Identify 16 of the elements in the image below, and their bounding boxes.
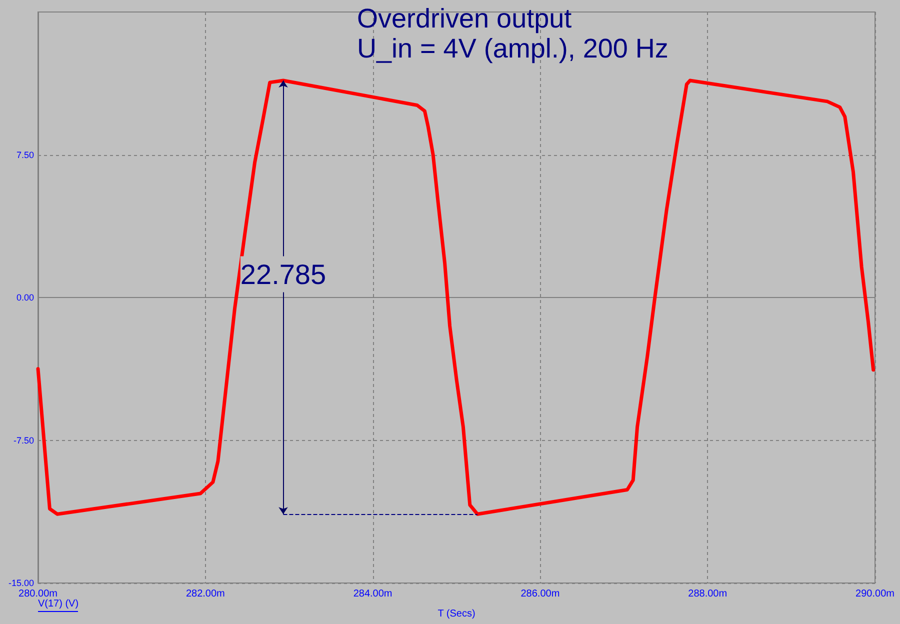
text: U_in = 4V (ampl.), 200 Hz xyxy=(357,34,668,64)
y-tick-label: -15.00 xyxy=(8,578,34,588)
x-tick-label: 280.00m xyxy=(18,588,58,600)
y-tick-label: 0.00 xyxy=(16,292,34,302)
y-tick-label: -7.50 xyxy=(13,435,34,446)
annotation: 22.785 xyxy=(240,258,326,290)
x-tick-label: 286.00m xyxy=(520,588,560,600)
x-tick-label: 282.00m xyxy=(186,588,225,600)
x-tick-label: 290.00m xyxy=(856,588,894,600)
line-series xyxy=(36,78,876,516)
x-axis-title: T (Secs) xyxy=(438,608,476,620)
chart-title: Overdriven output xyxy=(357,4,572,34)
x-tick-label: 284.00m xyxy=(353,588,392,600)
text: V(17) (V) xyxy=(38,598,79,610)
y-tick-label: 7.50 xyxy=(16,150,34,160)
x-tick-label: 288.00m xyxy=(688,588,728,600)
